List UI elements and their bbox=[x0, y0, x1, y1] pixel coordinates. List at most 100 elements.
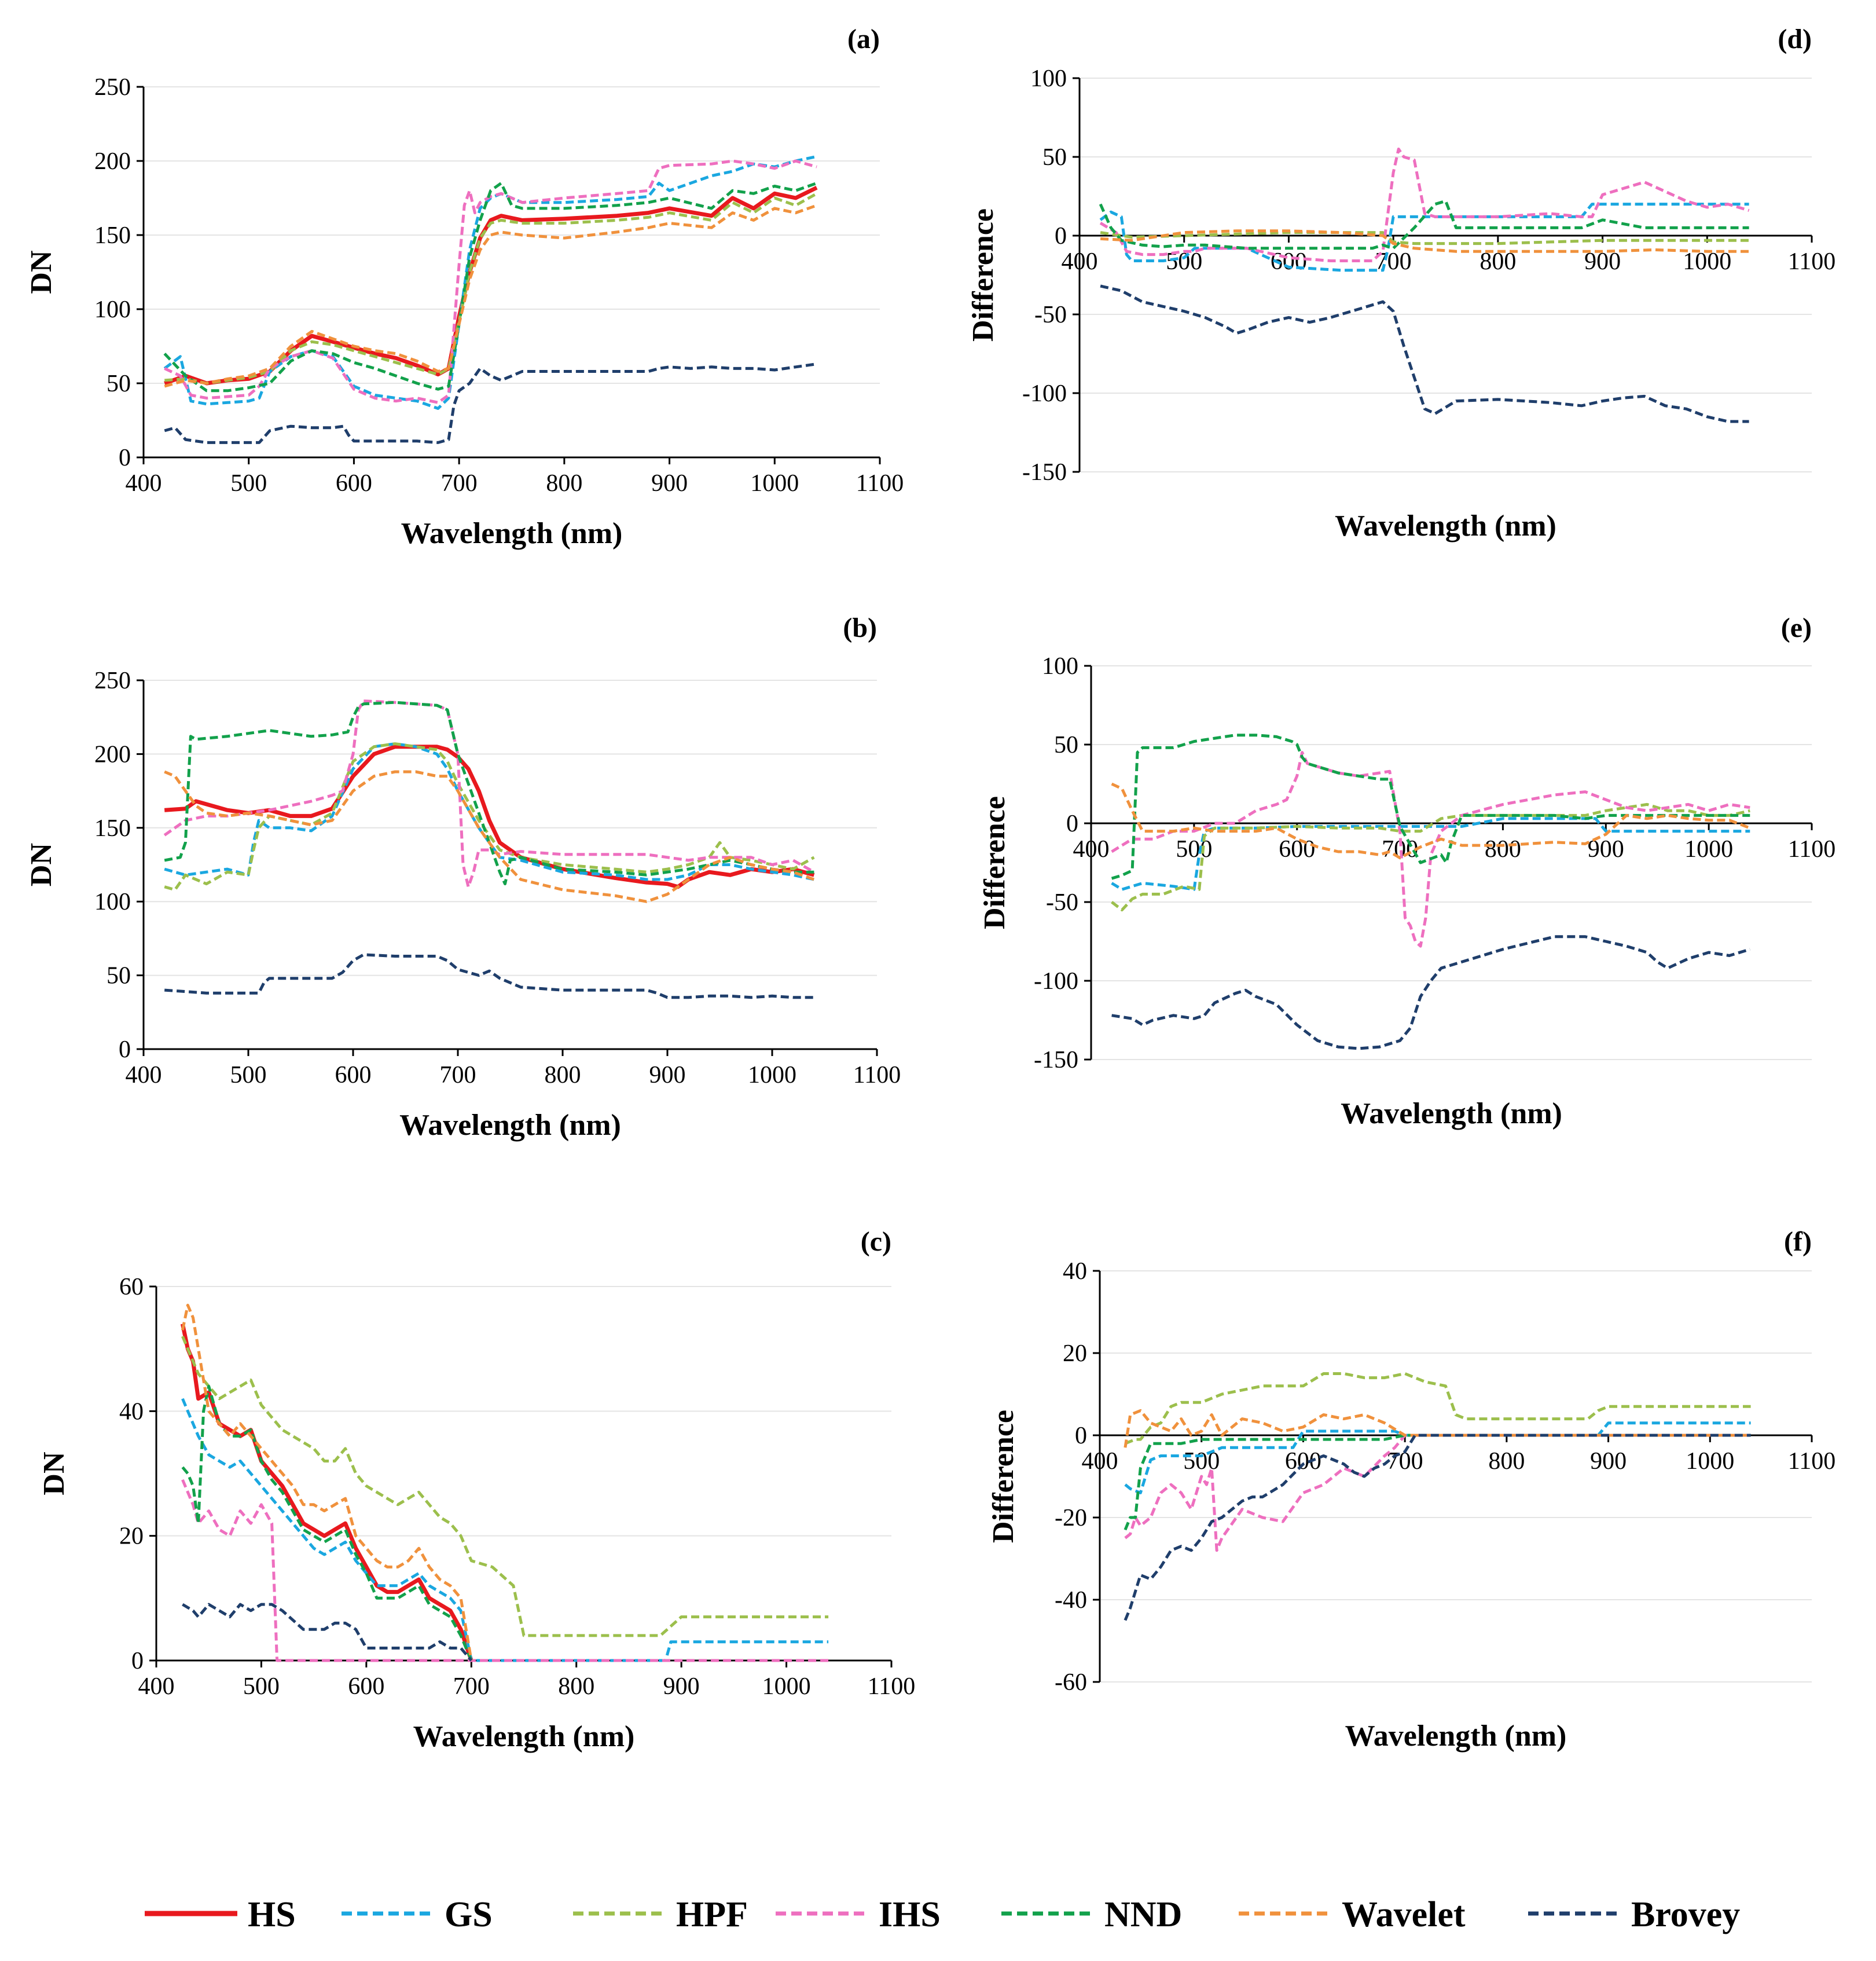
x-tick-label: 900 bbox=[649, 1062, 686, 1088]
x-tick-label: 700 bbox=[440, 1062, 476, 1088]
y-tick-label: -100 bbox=[1022, 380, 1067, 407]
x-axis-title: Wavelength (nm) bbox=[401, 517, 623, 550]
x-axis-title: Wavelength (nm) bbox=[399, 1109, 621, 1142]
panel-label: (e) bbox=[1781, 613, 1812, 643]
x-tick-label: 1100 bbox=[868, 1673, 915, 1700]
series-line-hs bbox=[180, 1323, 473, 1662]
x-tick-label: 500 bbox=[243, 1673, 280, 1700]
series-line-ihs bbox=[1124, 1434, 1751, 1552]
x-tick-label: 400 bbox=[1082, 1448, 1118, 1475]
x-tick-label: 900 bbox=[663, 1673, 700, 1700]
series-line-brovey bbox=[164, 362, 817, 444]
series-line-nnd bbox=[181, 1384, 473, 1661]
legend: HS GS HPF IHS NND Wavelet Brovey bbox=[145, 1895, 1740, 1934]
series-line-ihs bbox=[1111, 751, 1750, 948]
x-tick-label: 1000 bbox=[1684, 836, 1733, 863]
series-line-ihs bbox=[163, 699, 815, 889]
series-line-hs bbox=[164, 185, 818, 386]
x-tick-label: 800 bbox=[546, 470, 582, 497]
series-line-hpf bbox=[1124, 1372, 1751, 1445]
y-tick-label: 20 bbox=[119, 1523, 144, 1550]
y-tick-label: -150 bbox=[1022, 459, 1067, 486]
x-tick-label: 900 bbox=[1590, 1448, 1627, 1475]
panel-e: 400 500 600 700 800 900 1000 1100-150-100-50050… bbox=[978, 613, 1835, 1130]
x-tick-label: 700 bbox=[453, 1673, 490, 1700]
x-tick-label: 1000 bbox=[750, 470, 799, 497]
legend-label-hpf: HPF bbox=[676, 1895, 748, 1934]
y-tick-label: 40 bbox=[1063, 1258, 1087, 1285]
series-line-ihs bbox=[164, 159, 817, 404]
y-tick-label: 0 bbox=[1055, 223, 1067, 250]
series-line-nnd bbox=[1124, 1434, 1751, 1531]
x-tick-label: 800 bbox=[1485, 836, 1521, 863]
x-tick-label: 800 bbox=[558, 1673, 594, 1700]
panel-a: 400 500 600 700 800 900 1000 1100 0 50 100 150 200 25… bbox=[25, 24, 904, 550]
series-line-hpf bbox=[1100, 231, 1749, 245]
x-tick-label: 1100 bbox=[856, 470, 904, 497]
x-tick-label: 800 bbox=[1488, 1448, 1525, 1475]
y-tick-label: 150 bbox=[94, 222, 131, 249]
y-tick-label: 100 bbox=[1030, 65, 1067, 92]
series-line-hpf bbox=[181, 1336, 829, 1637]
x-tick-label: 1000 bbox=[762, 1673, 811, 1700]
legend-label-wavelet: Wavelet bbox=[1342, 1895, 1466, 1934]
x-tick-label: 400 bbox=[138, 1673, 175, 1700]
series-line-brovey bbox=[1124, 1434, 1751, 1621]
x-axis-title: Wavelength (nm) bbox=[1345, 1720, 1567, 1753]
series-line-gs bbox=[181, 1398, 829, 1662]
panel-d: 400 500 600 700 800 900 1000 1100-150-100-50050… bbox=[967, 24, 1835, 543]
x-tick-label: 600 bbox=[348, 1673, 384, 1700]
series-line-gs bbox=[1099, 203, 1749, 272]
y-tick-label: -40 bbox=[1055, 1587, 1087, 1614]
y-tick-label: -100 bbox=[1034, 968, 1078, 995]
y-tick-label: 0 bbox=[1066, 811, 1078, 837]
panel-label: (b) bbox=[843, 613, 877, 643]
series-line-brovey bbox=[1111, 935, 1751, 1050]
series-line-wavelet bbox=[164, 204, 817, 388]
x-tick-label: 1000 bbox=[1686, 1448, 1734, 1475]
y-axis-title: Difference bbox=[987, 1410, 1020, 1543]
y-tick-label: 50 bbox=[1042, 144, 1067, 171]
y-tick-label: -20 bbox=[1055, 1505, 1087, 1531]
series-line-brovey bbox=[182, 1603, 473, 1662]
x-tick-label: 600 bbox=[1285, 1448, 1321, 1475]
series-line-hs bbox=[164, 745, 815, 889]
series-line-ihs bbox=[1099, 147, 1750, 262]
x-tick-label: 500 bbox=[230, 470, 267, 497]
legend-label-gs: GS bbox=[445, 1895, 493, 1934]
panel-f: 400 500 600 700 800 900 1000 1100-60-40-2002040… bbox=[987, 1226, 1835, 1753]
y-tick-label: 150 bbox=[94, 815, 131, 842]
y-tick-label: -50 bbox=[1046, 889, 1078, 916]
x-tick-label: 500 bbox=[1176, 836, 1212, 863]
series-line-brovey bbox=[1100, 284, 1749, 423]
series-line-wavelet bbox=[164, 770, 815, 903]
x-tick-label: 900 bbox=[651, 470, 688, 497]
series-line-wavelet bbox=[181, 1303, 473, 1661]
y-axis-title: Difference bbox=[978, 796, 1011, 929]
y-tick-label: 200 bbox=[94, 741, 131, 768]
x-tick-label: 400 bbox=[126, 1062, 162, 1088]
series-line-wavelet bbox=[1100, 229, 1749, 253]
y-tick-label: 40 bbox=[119, 1398, 144, 1425]
series-line-wavelet bbox=[1111, 782, 1751, 860]
series-line-hpf bbox=[1111, 802, 1750, 912]
y-tick-label: -60 bbox=[1055, 1669, 1087, 1696]
x-tick-label: 1100 bbox=[853, 1062, 901, 1088]
y-axis-title: DN bbox=[38, 1451, 71, 1495]
x-tick-label: 400 bbox=[1073, 836, 1110, 863]
series-line-brovey bbox=[164, 953, 814, 999]
x-tick-label: 600 bbox=[335, 1062, 372, 1088]
y-tick-label: 200 bbox=[94, 148, 131, 175]
x-tick-label: 1100 bbox=[1788, 248, 1835, 275]
series-line-wavelet bbox=[1124, 1409, 1751, 1448]
panel-label: (f) bbox=[1784, 1226, 1812, 1257]
x-tick-label: 600 bbox=[336, 470, 372, 497]
series-line-nnd bbox=[163, 181, 817, 393]
y-tick-label: 0 bbox=[1075, 1423, 1087, 1449]
y-tick-label: 0 bbox=[119, 445, 131, 471]
y-tick-label: -150 bbox=[1034, 1047, 1078, 1073]
series-line-nnd bbox=[1111, 734, 1750, 880]
y-tick-label: 50 bbox=[1054, 732, 1078, 758]
y-tick-label: 50 bbox=[107, 371, 131, 397]
